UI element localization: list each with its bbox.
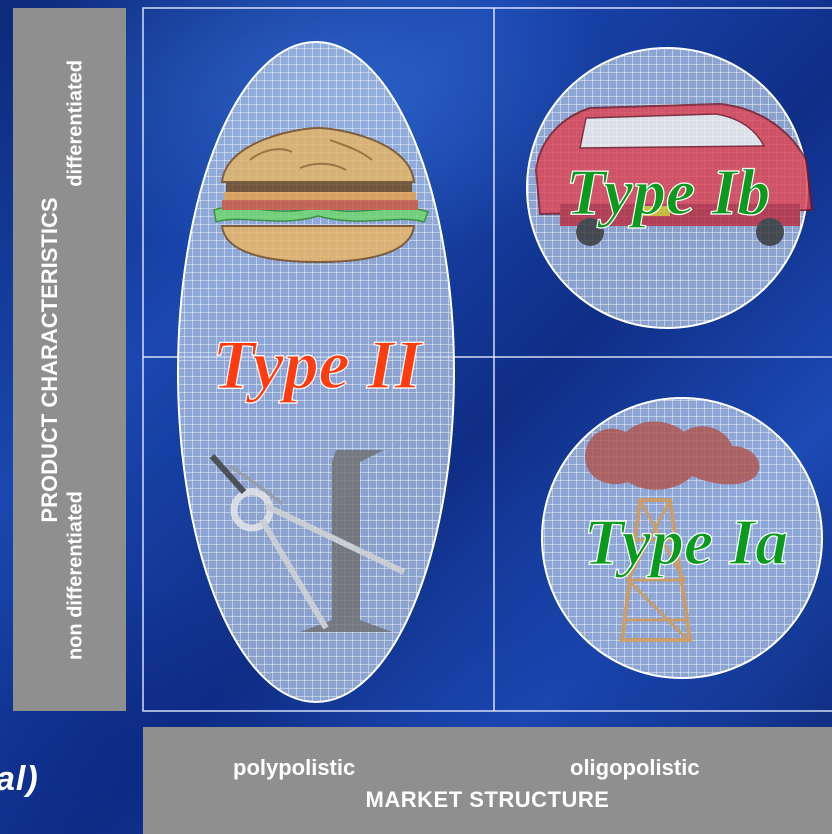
type-ii-label: Type II: [212, 327, 424, 404]
x-axis-high-label: oligopolistic: [570, 755, 700, 780]
cropped-side-label: al): [0, 760, 39, 798]
type-ia-label: Type Ia: [584, 506, 789, 579]
car-icon: [534, 102, 814, 246]
x-axis-title: MARKET STRUCTURE: [365, 787, 610, 812]
type-ib-label: Type Ib: [566, 156, 771, 229]
hamburger-icon: [213, 126, 429, 264]
y-axis-panel: PRODUCT CHARACTERISTICS non differentiat…: [13, 8, 126, 711]
x-axis-panel: polypolistic oligopolistic MARKET STRUCT…: [143, 727, 832, 834]
oil-rig-icon: [585, 421, 760, 642]
compass-icon: [209, 450, 406, 632]
x-axis-low-label: polypolistic: [233, 755, 356, 780]
